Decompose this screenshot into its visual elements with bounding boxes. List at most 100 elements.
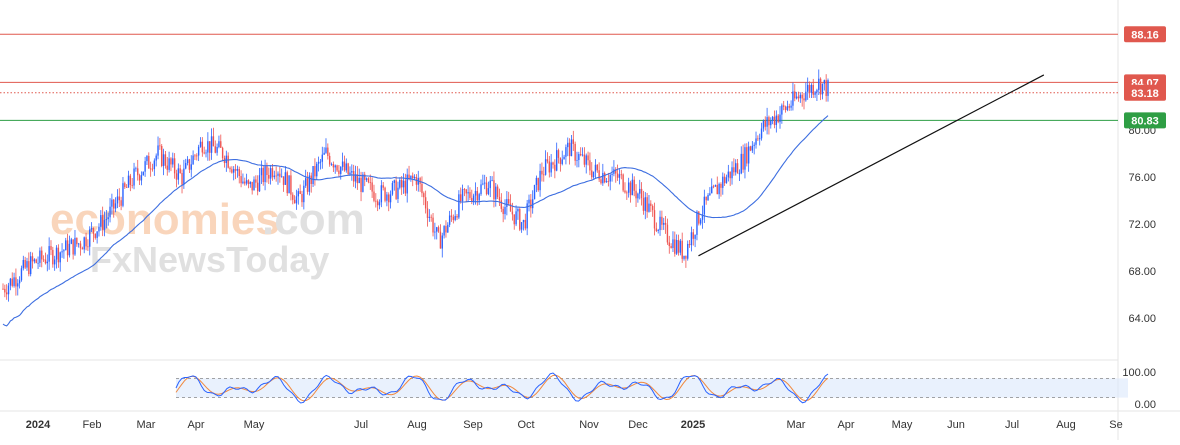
candle-body bbox=[98, 226, 100, 232]
candle-body bbox=[746, 147, 748, 164]
candle-body bbox=[620, 174, 622, 176]
candle-body bbox=[42, 259, 45, 261]
candle-body bbox=[46, 261, 48, 264]
candle-body bbox=[151, 168, 154, 170]
time-axis[interactable]: 2024 Feb Mar Apr May Jul Aug Sep Oct Nov Dec 2025 Ma… bbox=[26, 419, 1123, 431]
candle-body bbox=[288, 175, 290, 194]
candle-body bbox=[410, 175, 412, 179]
candle-body bbox=[683, 255, 685, 259]
candle-body bbox=[803, 98, 805, 101]
candle-body bbox=[615, 169, 617, 174]
candle-body bbox=[113, 199, 115, 209]
candle-body bbox=[539, 170, 541, 191]
candle-body bbox=[727, 171, 730, 178]
candle-body bbox=[583, 154, 586, 165]
candle-body bbox=[493, 180, 495, 200]
candle-body bbox=[711, 186, 713, 194]
candle-body bbox=[149, 168, 152, 170]
candle-body bbox=[552, 162, 554, 165]
candle-body bbox=[334, 165, 336, 168]
candle-body bbox=[96, 231, 98, 238]
candle-body bbox=[59, 252, 61, 263]
candle-body bbox=[784, 106, 787, 110]
candle-body bbox=[122, 183, 124, 206]
candle-body bbox=[705, 196, 707, 201]
candle-body bbox=[633, 179, 635, 191]
candle-body bbox=[819, 78, 822, 95]
candle-body bbox=[362, 174, 364, 192]
candle-body bbox=[18, 280, 21, 284]
candle-body bbox=[672, 239, 674, 248]
candle-body bbox=[146, 156, 148, 162]
candle-body bbox=[714, 185, 717, 187]
candle-body bbox=[28, 261, 30, 275]
candle-body bbox=[280, 176, 283, 178]
candle-body bbox=[391, 182, 394, 195]
candle-body bbox=[515, 211, 517, 225]
candle-body bbox=[677, 239, 680, 253]
candle-body bbox=[400, 179, 403, 188]
candle-body bbox=[603, 173, 606, 183]
candle-body bbox=[436, 227, 438, 232]
candle-body bbox=[576, 160, 578, 161]
support-trendline bbox=[698, 74, 1045, 257]
candle-body bbox=[751, 145, 754, 151]
candle-body bbox=[22, 259, 25, 269]
candle-body bbox=[447, 224, 449, 233]
candle-body bbox=[816, 89, 818, 93]
candle-body bbox=[509, 203, 512, 212]
x-tick-label: May bbox=[892, 419, 913, 431]
candle-body bbox=[735, 163, 737, 173]
candle-body bbox=[218, 141, 220, 147]
candle-body bbox=[445, 226, 447, 233]
candle-body bbox=[325, 147, 327, 153]
candle-body bbox=[114, 203, 117, 209]
candle-body bbox=[775, 115, 778, 125]
x-tick-label: Oct bbox=[517, 419, 534, 431]
candle-body bbox=[607, 180, 610, 182]
candle-body bbox=[262, 168, 264, 183]
candle-body bbox=[489, 180, 491, 189]
candle-body bbox=[275, 175, 277, 177]
candle-body bbox=[196, 155, 198, 157]
candle-body bbox=[528, 199, 530, 204]
trendline-layer[interactable] bbox=[698, 74, 1045, 257]
candle-body bbox=[290, 175, 292, 195]
candle-body bbox=[330, 164, 333, 165]
candle-body bbox=[555, 150, 558, 171]
candle-body bbox=[716, 185, 718, 195]
stoch-tick-label: 100.00 bbox=[1122, 367, 1156, 379]
candle-body bbox=[295, 196, 298, 204]
candle-body bbox=[666, 224, 669, 243]
candle-body bbox=[229, 167, 231, 170]
candle-body bbox=[456, 216, 458, 218]
candles-layer bbox=[2, 69, 829, 302]
candle-body bbox=[356, 174, 359, 184]
candle-body bbox=[469, 192, 471, 198]
candle-body bbox=[277, 173, 279, 176]
price-line-badge bbox=[1124, 112, 1166, 129]
candle-body bbox=[773, 116, 776, 125]
candle-body bbox=[661, 216, 663, 225]
candle-body bbox=[600, 179, 602, 184]
candle-body bbox=[478, 194, 480, 201]
candle-body bbox=[474, 190, 477, 196]
candle-body bbox=[533, 185, 536, 200]
candle-body bbox=[788, 106, 790, 108]
candle-body bbox=[690, 232, 693, 246]
candle-body bbox=[395, 180, 397, 199]
candle-body bbox=[68, 243, 71, 256]
candle-body bbox=[255, 179, 257, 183]
candle-body bbox=[162, 154, 165, 167]
candle-body bbox=[749, 146, 752, 151]
candle-body bbox=[140, 175, 143, 181]
candle-body bbox=[495, 186, 497, 200]
candle-body bbox=[393, 180, 395, 183]
candle-body bbox=[124, 183, 126, 188]
candle-body bbox=[264, 166, 266, 183]
candle-body bbox=[90, 228, 93, 230]
x-tick-label: May bbox=[244, 419, 265, 431]
